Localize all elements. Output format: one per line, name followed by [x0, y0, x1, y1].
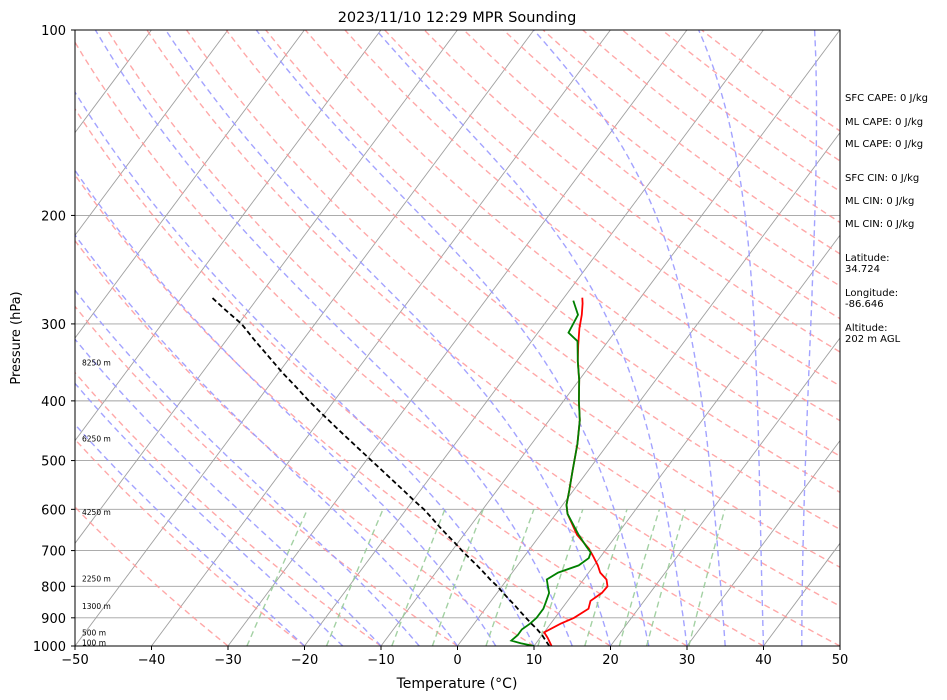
dewpoint-trace — [509, 300, 592, 646]
temperature-trace — [542, 297, 609, 646]
height-label: 500 m — [82, 629, 106, 638]
y-tick-label: 1000 — [33, 640, 66, 655]
moist-adiabat — [75, 423, 305, 646]
info-latitude: Latitude: 34.724 — [845, 253, 890, 275]
y-tick-label: 100 — [41, 24, 66, 39]
y-tick-label: 800 — [41, 580, 66, 595]
y-tick-label: 600 — [41, 503, 66, 518]
y-axis-label: Pressure (hPa) — [9, 291, 24, 384]
isotherm — [533, 234, 840, 646]
info-altitude: Altitude: 202 m AGL — [845, 323, 901, 345]
x-tick-label: 30 — [679, 653, 696, 668]
dry-adiabat — [106, 30, 840, 646]
x-tick-label: −20 — [291, 653, 318, 668]
mixing-ratio-line — [688, 509, 726, 646]
mixing-ratio-line — [485, 509, 535, 646]
mixing-ratio-line — [431, 509, 484, 646]
y-tick-label: 900 — [41, 612, 66, 627]
info-longitude: Longitude: -86.646 — [845, 288, 899, 310]
x-tick-label: 50 — [832, 653, 849, 668]
dry-adiabat — [423, 30, 840, 353]
dry-adiabat — [75, 305, 458, 646]
info-ml-cape-1: ML CAPE: 0 J/kg — [845, 117, 924, 128]
dry-adiabat — [384, 30, 840, 387]
moist-adiabat — [801, 30, 818, 646]
height-label: 100 m — [82, 638, 106, 647]
dry-adiabat — [75, 173, 611, 646]
x-axis-label: Temperature (°C) — [396, 676, 518, 692]
isotherm — [686, 439, 840, 646]
dry-adiabat — [265, 30, 840, 494]
height-label: 8250 m — [82, 359, 111, 368]
info-sfc-cin: SFC CIN: 0 J/kg — [845, 173, 920, 184]
isotherm — [151, 30, 611, 646]
dry-adiabat — [225, 30, 840, 531]
isotherm — [75, 30, 458, 545]
x-tick-label: −50 — [61, 653, 88, 668]
moist-adiabat — [75, 382, 344, 646]
dry-adiabat — [75, 371, 382, 646]
moist-adiabat — [75, 90, 535, 646]
dry-adiabat — [75, 239, 535, 646]
moist-adiabat — [75, 233, 459, 646]
dry-adiabat — [75, 40, 764, 646]
mixing-ratio-line — [645, 509, 686, 646]
moist-adiabat — [94, 30, 573, 646]
x-tick-label: 0 — [453, 653, 461, 668]
mixing-ratio-line — [537, 509, 584, 646]
moist-adiabat — [533, 30, 726, 646]
moist-adiabat — [75, 169, 497, 646]
isotherm — [75, 30, 305, 339]
y-tick-label: 300 — [41, 318, 66, 333]
dry-adiabat — [146, 30, 840, 607]
isotherm — [227, 30, 688, 646]
height-label: 4250 m — [82, 508, 111, 517]
isotherm — [75, 30, 229, 237]
moist-adiabat — [255, 30, 650, 646]
info-ml-cin-2: ML CIN: 0 J/kg — [845, 219, 915, 230]
height-label: 2250 m — [82, 575, 111, 584]
chart-title: 2023/11/10 12:29 MPR Sounding — [338, 10, 577, 26]
x-tick-label: −30 — [214, 653, 241, 668]
mixing-ratio-line — [325, 509, 384, 646]
isotherm — [380, 30, 840, 646]
mixing-ratio-line — [246, 509, 309, 646]
x-tick-label: −40 — [138, 653, 165, 668]
parcel-trace — [211, 297, 551, 646]
isotherm — [75, 30, 535, 646]
y-tick-label: 700 — [41, 545, 66, 560]
isotherm — [75, 30, 382, 442]
moist-adiabat — [698, 30, 765, 646]
mixing-ratio-line — [584, 509, 628, 646]
info-ml-cape-2: ML CAPE: 0 J/kg — [845, 139, 924, 150]
y-tick-label: 200 — [41, 209, 66, 224]
x-tick-label: 40 — [755, 653, 772, 668]
x-tick-label: 20 — [602, 653, 619, 668]
info-sfc-cape: SFC CAPE: 0 J/kg — [845, 93, 928, 104]
info-ml-cin-1: ML CIN: 0 J/kg — [845, 196, 915, 207]
dry-adiabat — [463, 30, 840, 320]
dry-adiabat — [185, 30, 840, 569]
mixing-ratio-line — [618, 509, 661, 646]
dry-adiabat — [75, 107, 688, 646]
moist-adiabat — [375, 30, 688, 646]
x-tick-label: −10 — [367, 653, 394, 668]
mixing-ratio-line — [391, 509, 446, 646]
isotherm — [304, 30, 764, 646]
x-tick-label: 10 — [526, 653, 543, 668]
dry-adiabat — [75, 438, 305, 646]
moist-adiabat — [165, 30, 612, 646]
height-label: 6250 m — [82, 434, 111, 443]
y-tick-label: 500 — [41, 455, 66, 470]
y-tick-label: 400 — [41, 395, 66, 410]
height-label: 1300 m — [82, 602, 111, 611]
moist-adiabat — [75, 338, 382, 646]
